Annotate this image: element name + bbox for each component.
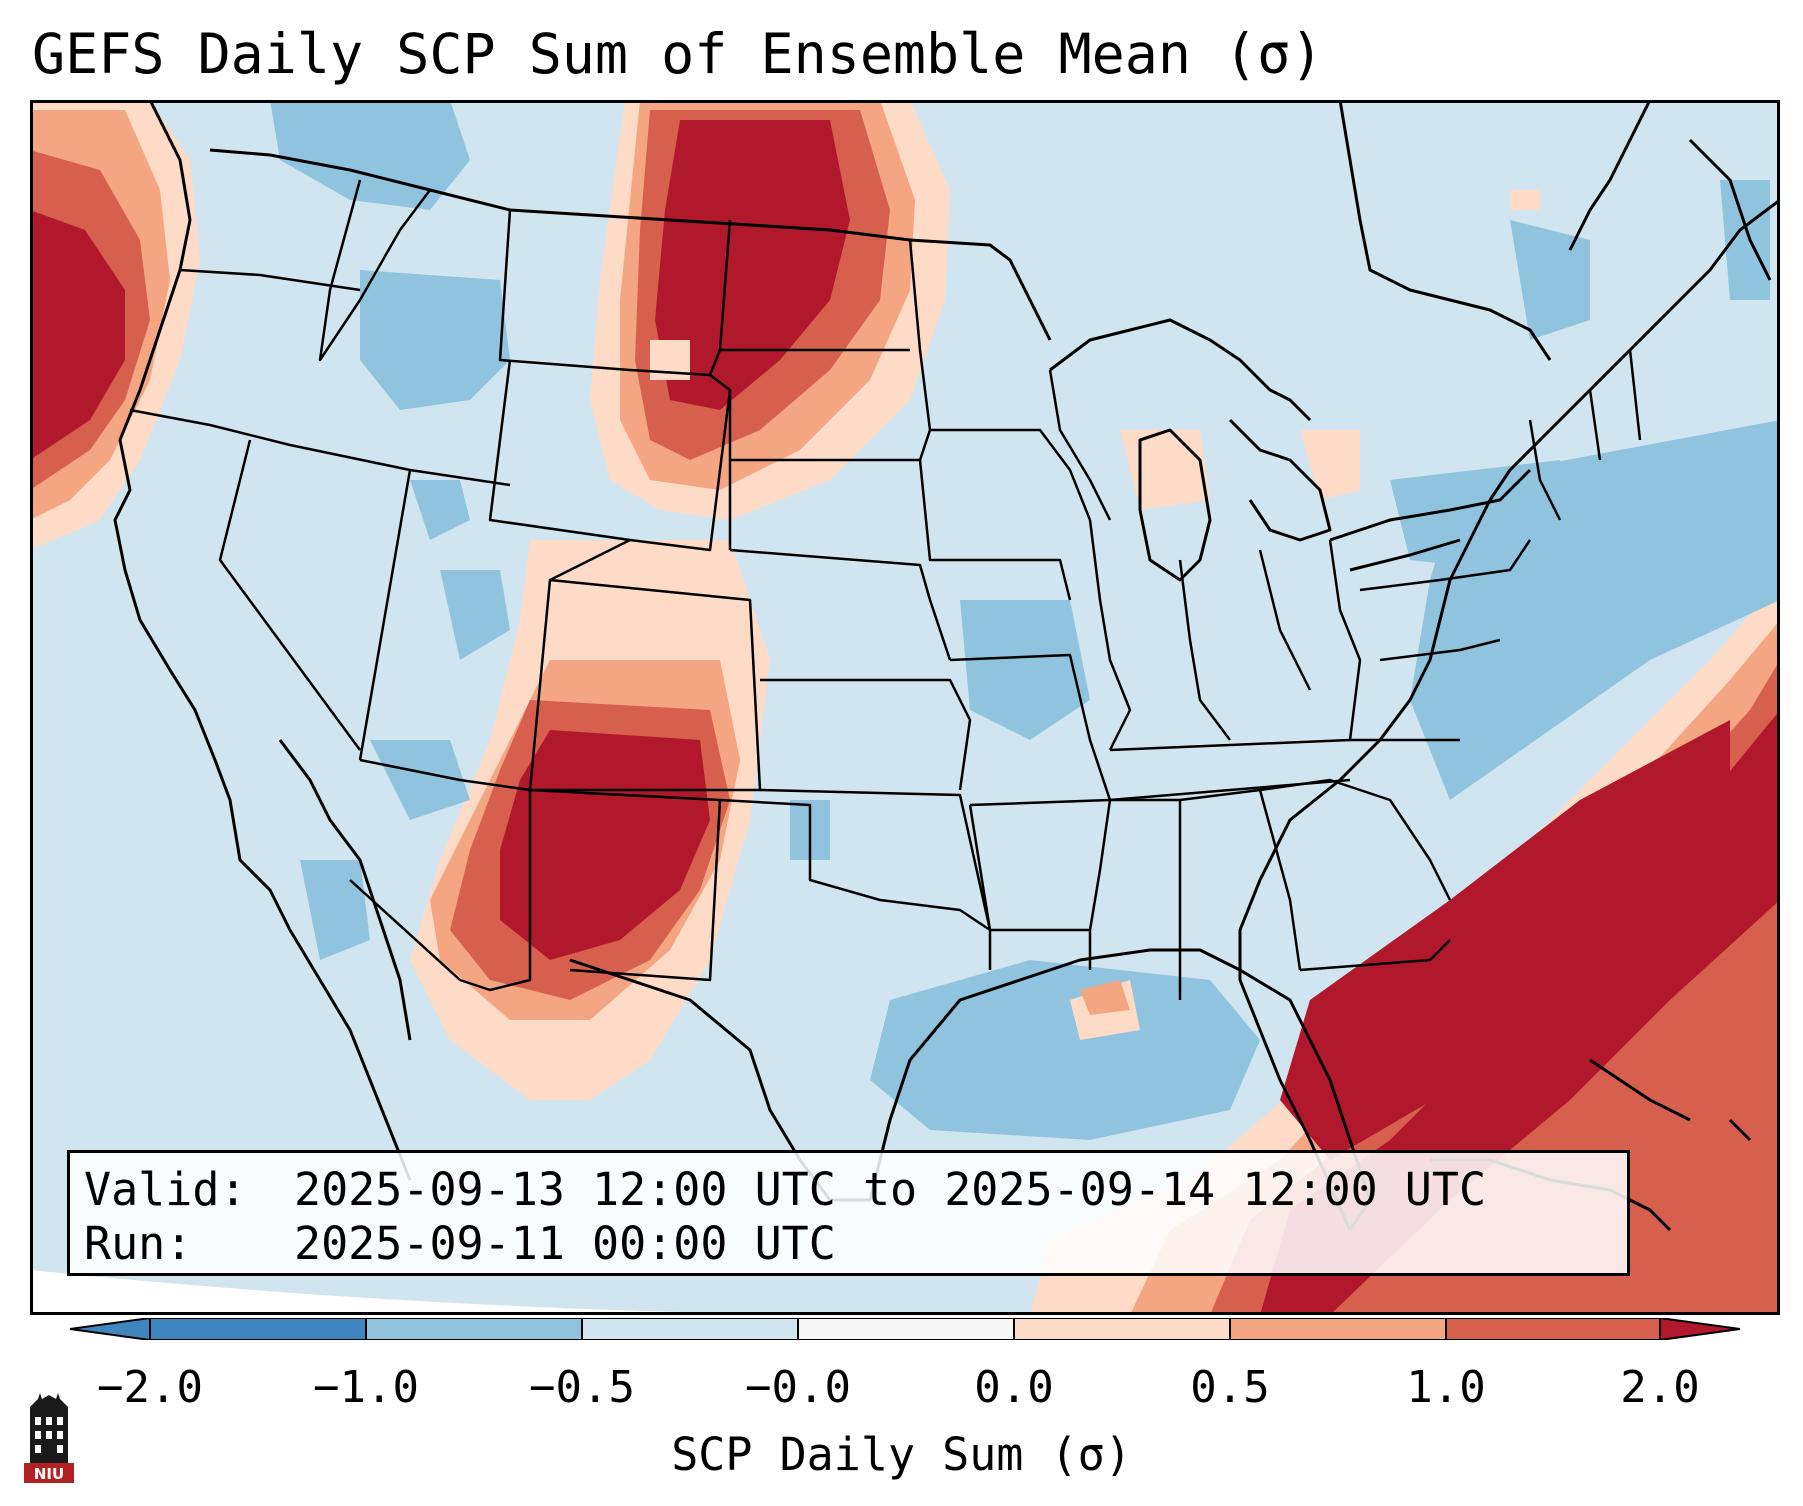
tick-label: −0.5: [529, 1362, 635, 1413]
niu-logo-icon: NIU: [24, 1393, 74, 1483]
colorbar-segment-3: [798, 1318, 1014, 1340]
field-gulf-low: [870, 960, 1260, 1140]
map-panel: [30, 100, 1780, 1315]
field-pacific-nw: [30, 100, 200, 550]
field-northern-plains: [590, 100, 950, 520]
tick-label: 1.0: [1406, 1362, 1486, 1413]
colorbar-segment-0: [150, 1318, 366, 1340]
colorbar-segment-5: [1230, 1318, 1446, 1340]
colorbar-label: SCP Daily Sum (σ): [671, 1428, 1132, 1481]
tick-label: 0.5: [1190, 1362, 1270, 1413]
valid-line: Valid: 2025-09-13 12:00 UTC to 2025-09-14…: [84, 1163, 1613, 1217]
colorbar-segment-4: [1014, 1318, 1230, 1340]
colorbar-tick-labels: −2.0 −1.0 −0.5 −0.0 0.0 0.5 1.0 2.0: [0, 1362, 1803, 1422]
state-borders: [129, 179, 1642, 1000]
colorbar-extend-low: [70, 1318, 150, 1340]
colorbar: [70, 1318, 1740, 1340]
logo-text: NIU: [34, 1465, 64, 1483]
run-line: Run: 2025-09-11 00:00 UTC: [84, 1217, 1613, 1271]
valid-label: Valid:: [84, 1163, 247, 1216]
run-label: Run:: [84, 1217, 193, 1270]
field-louisiana-spot: [1080, 980, 1130, 1015]
colorbar-segment-1: [366, 1318, 582, 1340]
colorbar-ticks: [149, 1318, 1661, 1340]
valid-value: 2025-09-13 12:00 UTC to 2025-09-14 12:00…: [294, 1163, 1487, 1216]
field-new-mexico: [410, 540, 770, 1100]
colorbar-segment-6: [1446, 1318, 1660, 1340]
valid-run-info-box: Valid: 2025-09-13 12:00 UTC to 2025-09-14…: [67, 1150, 1630, 1276]
tick-label: 0.0: [974, 1362, 1054, 1413]
field-scattered-low: [270, 100, 1770, 960]
run-value: 2025-09-11 00:00 UTC: [294, 1217, 836, 1270]
map-frame: [30, 100, 1780, 1315]
tick-label: −0.0: [745, 1362, 851, 1413]
map-svg: [30, 100, 1780, 1315]
colorbar-extend-high: [1660, 1318, 1740, 1340]
chart-title: GEFS Daily SCP Sum of Ensemble Mean (σ): [32, 22, 1324, 86]
tick-label: 2.0: [1620, 1362, 1700, 1413]
tick-label: −1.0: [313, 1362, 419, 1413]
colorbar-segment-2: [582, 1318, 798, 1340]
tick-label: −2.0: [97, 1362, 203, 1413]
